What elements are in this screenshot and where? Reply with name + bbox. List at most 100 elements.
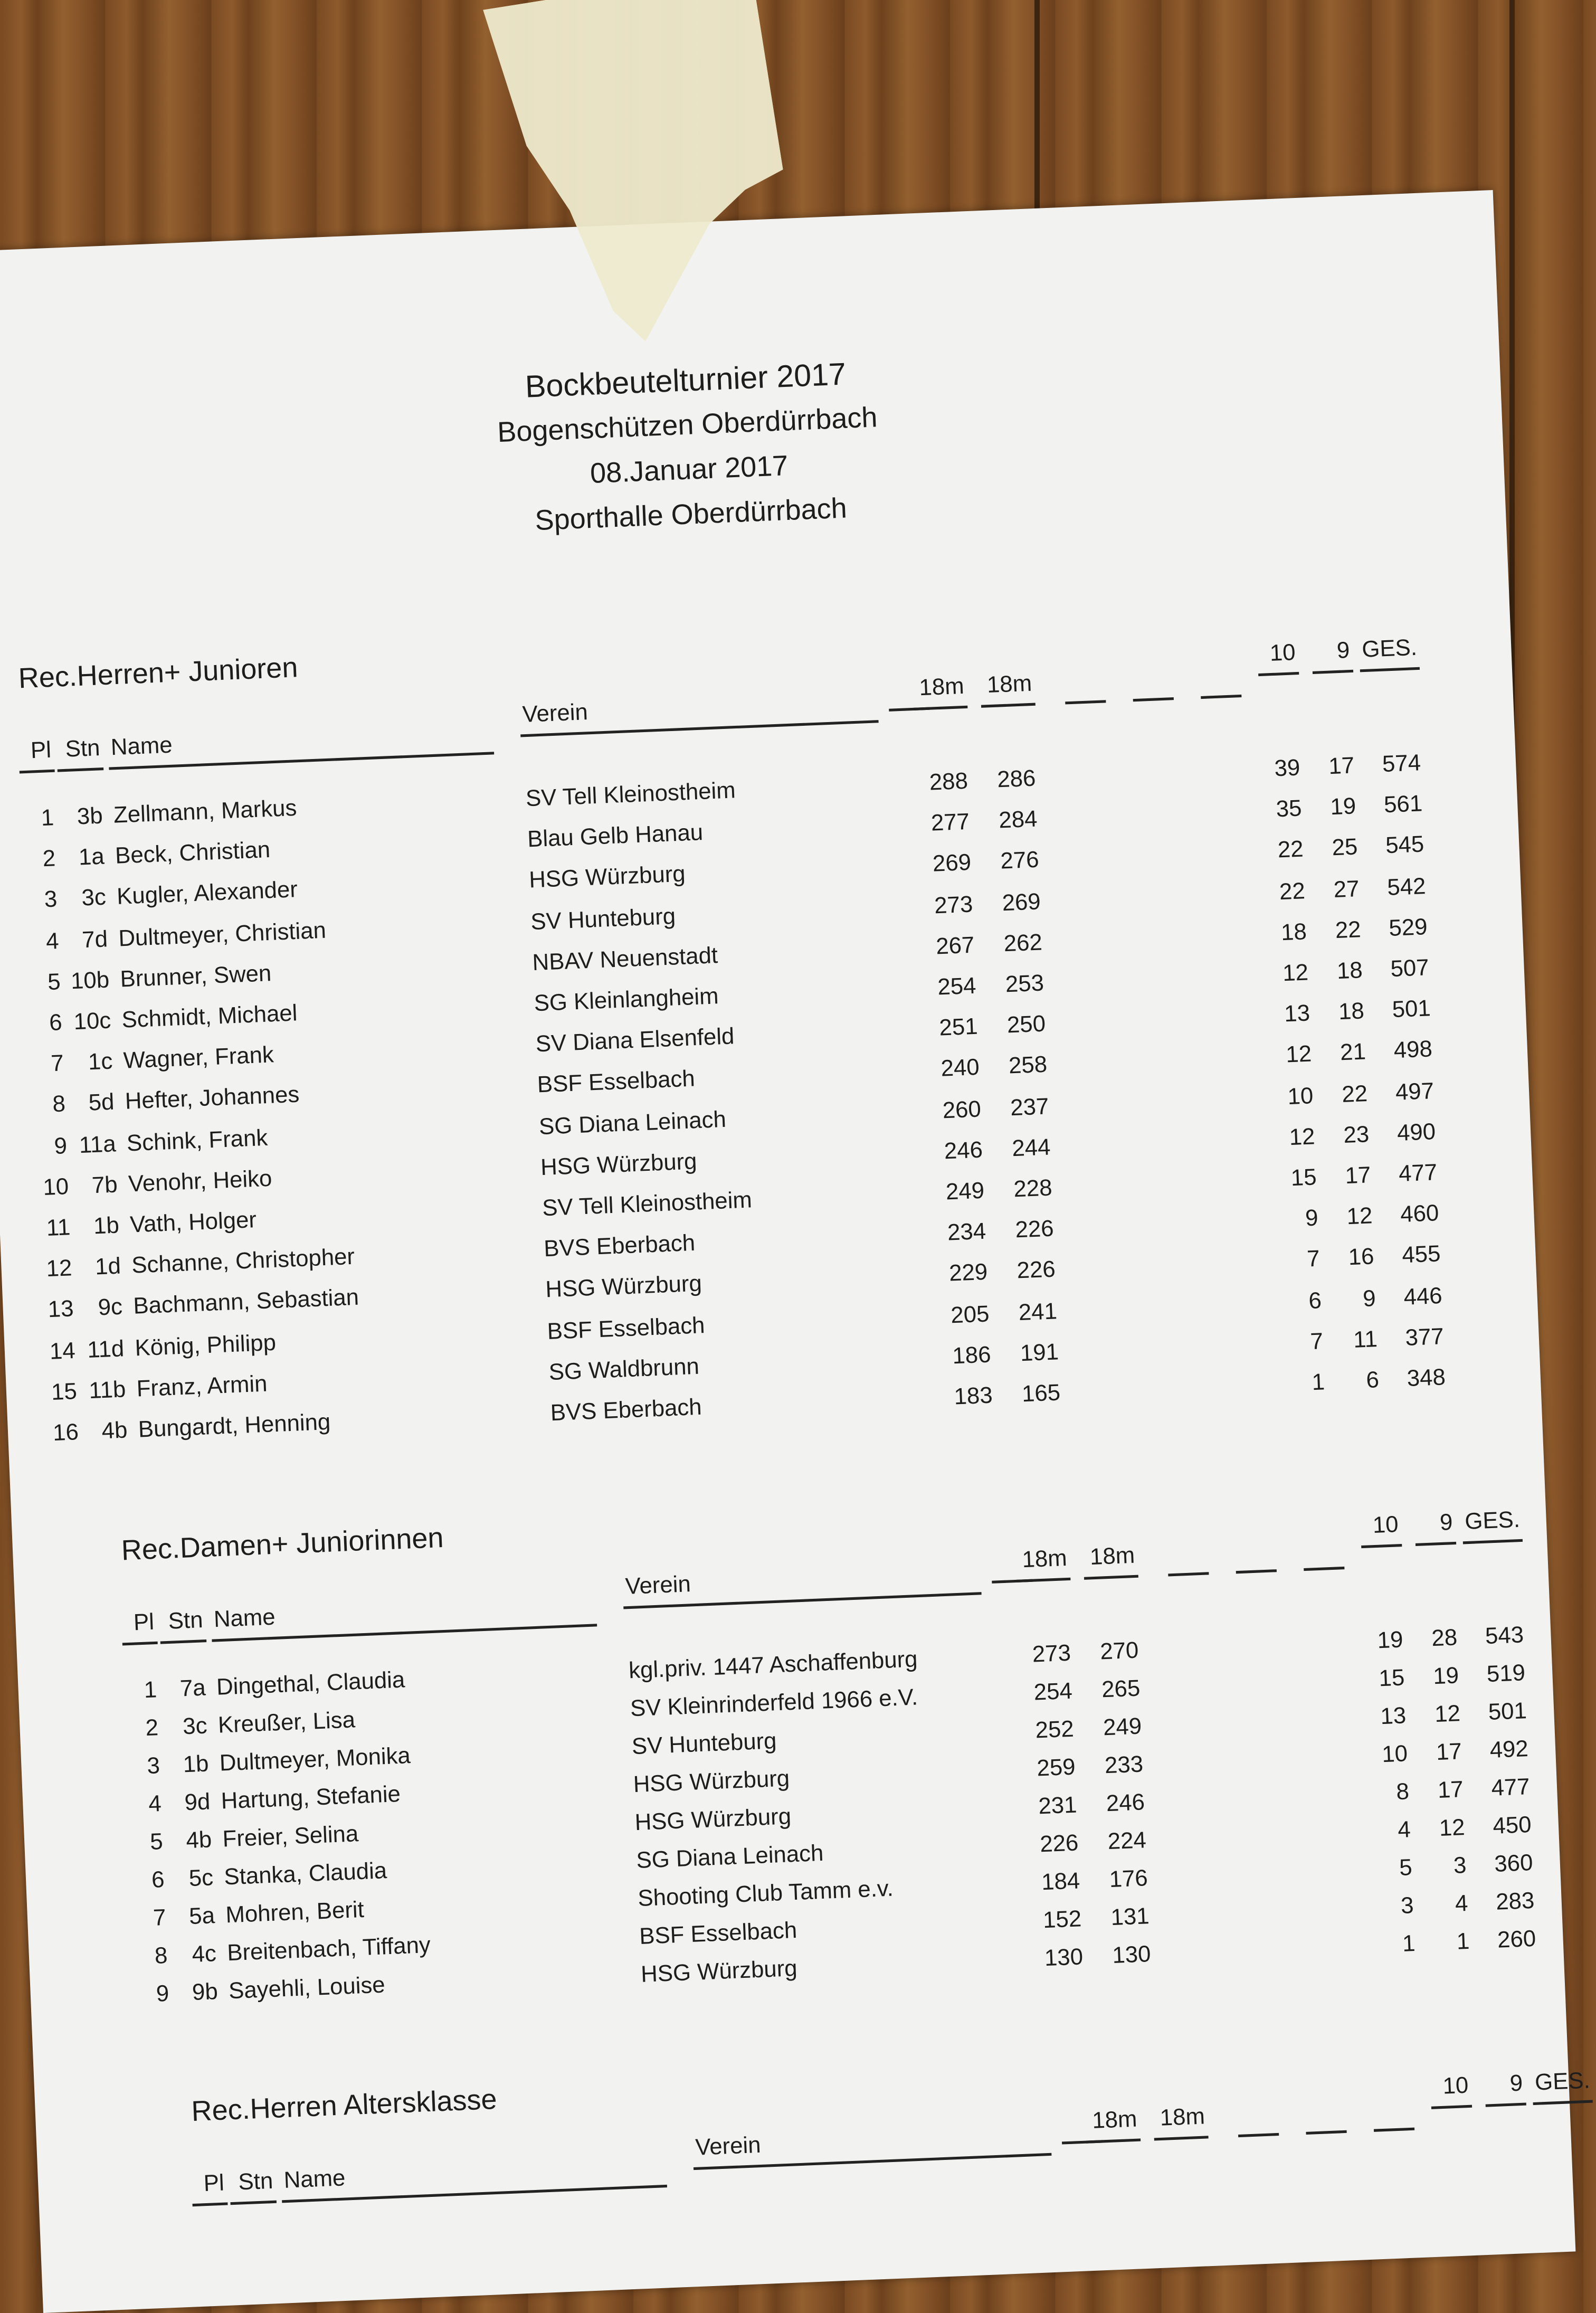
cell-score-18m-2: 228	[1013, 1174, 1053, 1202]
cell-count-9: 25	[1331, 834, 1358, 861]
cell-count-9: 12	[1438, 1814, 1466, 1842]
cell-total: 348	[1406, 1364, 1446, 1392]
cell-count-10: 1	[1311, 1369, 1326, 1396]
cell-station: 1a	[78, 843, 105, 871]
column-underline	[1462, 1539, 1523, 1544]
cell-station: 1c	[88, 1048, 113, 1076]
document-header: Bockbeutelturnier 2017 Bogenschützen Obe…	[0, 329, 1411, 566]
cell-score-18m-1: 259	[1036, 1753, 1076, 1781]
cell-station: 9c	[97, 1294, 123, 1321]
cell-score-18m-1: 273	[1031, 1640, 1071, 1667]
cell-count-10: 1	[1402, 1930, 1416, 1957]
cell-station: 7a	[179, 1675, 206, 1702]
cell-score-18m-1: 251	[938, 1013, 978, 1041]
cell-count-9: 16	[1347, 1244, 1375, 1271]
column-header-count-10: 10	[1442, 2072, 1469, 2099]
cell-total: 490	[1396, 1118, 1437, 1146]
cell-total: 498	[1393, 1036, 1433, 1064]
cell-score-18m-2: 241	[1018, 1297, 1058, 1325]
column-underline	[1431, 2105, 1472, 2109]
cell-total: 460	[1400, 1200, 1440, 1228]
cell-place: 14	[49, 1337, 76, 1364]
column-header-station: Stn	[64, 735, 101, 762]
cell-station: 4c	[191, 1940, 217, 1968]
cell-station: 11a	[78, 1130, 117, 1158]
cell-count-10: 15	[1378, 1664, 1405, 1692]
cell-station: 4b	[185, 1826, 213, 1854]
cell-place: 5	[47, 969, 61, 995]
cell-place: 9	[155, 1980, 170, 2007]
cell-place: 9	[53, 1132, 68, 1159]
cell-station: 11b	[88, 1376, 127, 1404]
cell-total: 574	[1382, 750, 1421, 778]
cell-count-10: 10	[1287, 1082, 1314, 1110]
cell-total: 507	[1390, 954, 1430, 982]
blank-column-underline	[1133, 697, 1174, 701]
cell-place: 4	[148, 1790, 162, 1817]
cell-count-9: 27	[1333, 875, 1360, 903]
cell-place: 12	[45, 1255, 73, 1282]
cell-total: 543	[1485, 1622, 1524, 1650]
cell-total: 477	[1490, 1774, 1531, 1802]
cell-place: 11	[45, 1214, 71, 1241]
column-header-count-10: 10	[1372, 1511, 1399, 1539]
column-header-count-9: 9	[1509, 2070, 1524, 2097]
cell-total: 377	[1404, 1323, 1445, 1351]
column-header-count-10: 10	[1269, 639, 1296, 667]
cell-count-9: 3	[1453, 1852, 1467, 1879]
cell-count-9: 22	[1341, 1080, 1368, 1107]
cell-score-18m-1: 186	[952, 1341, 992, 1369]
cell-station: 3c	[81, 885, 107, 912]
cell-score-18m-2: 131	[1110, 1903, 1150, 1931]
cell-count-9: 19	[1432, 1662, 1459, 1690]
cell-place: 2	[42, 846, 56, 873]
cell-total: 260	[1497, 1926, 1537, 1953]
cell-count-9: 18	[1336, 957, 1363, 984]
cell-count-9: 18	[1338, 998, 1365, 1026]
cell-count-10: 22	[1277, 836, 1304, 864]
cell-count-9: 17	[1344, 1162, 1372, 1189]
cell-score-18m-2: 246	[1105, 1789, 1145, 1817]
cell-score-18m-2: 237	[1010, 1093, 1050, 1121]
column-header-score-18m-2: 18m	[986, 670, 1033, 698]
cell-place: 1	[40, 804, 55, 831]
cell-station: 5d	[88, 1089, 115, 1116]
cell-score-18m-1: 240	[940, 1055, 980, 1082]
blank-column-underline	[1201, 694, 1242, 698]
cell-count-9: 17	[1328, 752, 1355, 780]
column-underline	[1415, 1541, 1457, 1546]
cell-count-10: 12	[1282, 959, 1309, 987]
column-header-place: Pl	[203, 2169, 225, 2197]
blank-column-underline	[1238, 2132, 1279, 2137]
column-underline	[981, 703, 1036, 707]
cell-station: 3b	[76, 802, 103, 830]
cell-score-18m-2: 276	[1000, 847, 1040, 875]
column-header-place: Pl	[133, 1609, 155, 1636]
cell-total: 561	[1383, 791, 1423, 818]
cell-score-18m-1: 231	[1038, 1791, 1078, 1819]
cell-score-18m-2: 284	[998, 806, 1038, 834]
cell-score-18m-1: 260	[942, 1095, 982, 1123]
cell-count-9: 12	[1346, 1203, 1373, 1230]
column-header-score-18m-1: 18m	[1091, 2106, 1138, 2134]
cell-count-10: 3	[1400, 1892, 1414, 1919]
cell-name: Dingethal, Claudia	[216, 1666, 406, 1700]
cell-score-18m-1: 246	[943, 1136, 983, 1164]
cell-total: 360	[1494, 1850, 1534, 1878]
blank-column-underline	[1236, 1569, 1277, 1573]
cell-count-9: 28	[1431, 1624, 1458, 1652]
blank-column-underline	[1168, 1572, 1209, 1576]
cell-station: 1d	[94, 1253, 121, 1281]
cell-count-10: 12	[1285, 1041, 1313, 1068]
cell-score-18m-1: 234	[947, 1218, 987, 1246]
cell-count-10: 7	[1306, 1246, 1320, 1273]
column-underline	[230, 2200, 277, 2205]
cell-station: 3c	[182, 1712, 208, 1740]
cell-score-18m-2: 249	[1103, 1713, 1143, 1741]
cell-total: 455	[1401, 1241, 1441, 1269]
cell-place: 5	[149, 1828, 164, 1855]
cell-score-18m-2: 253	[1004, 970, 1044, 998]
column-header-total: GES.	[1534, 2067, 1591, 2096]
column-header-count-9: 9	[1439, 1509, 1454, 1536]
cell-score-18m-2: 286	[996, 765, 1037, 793]
